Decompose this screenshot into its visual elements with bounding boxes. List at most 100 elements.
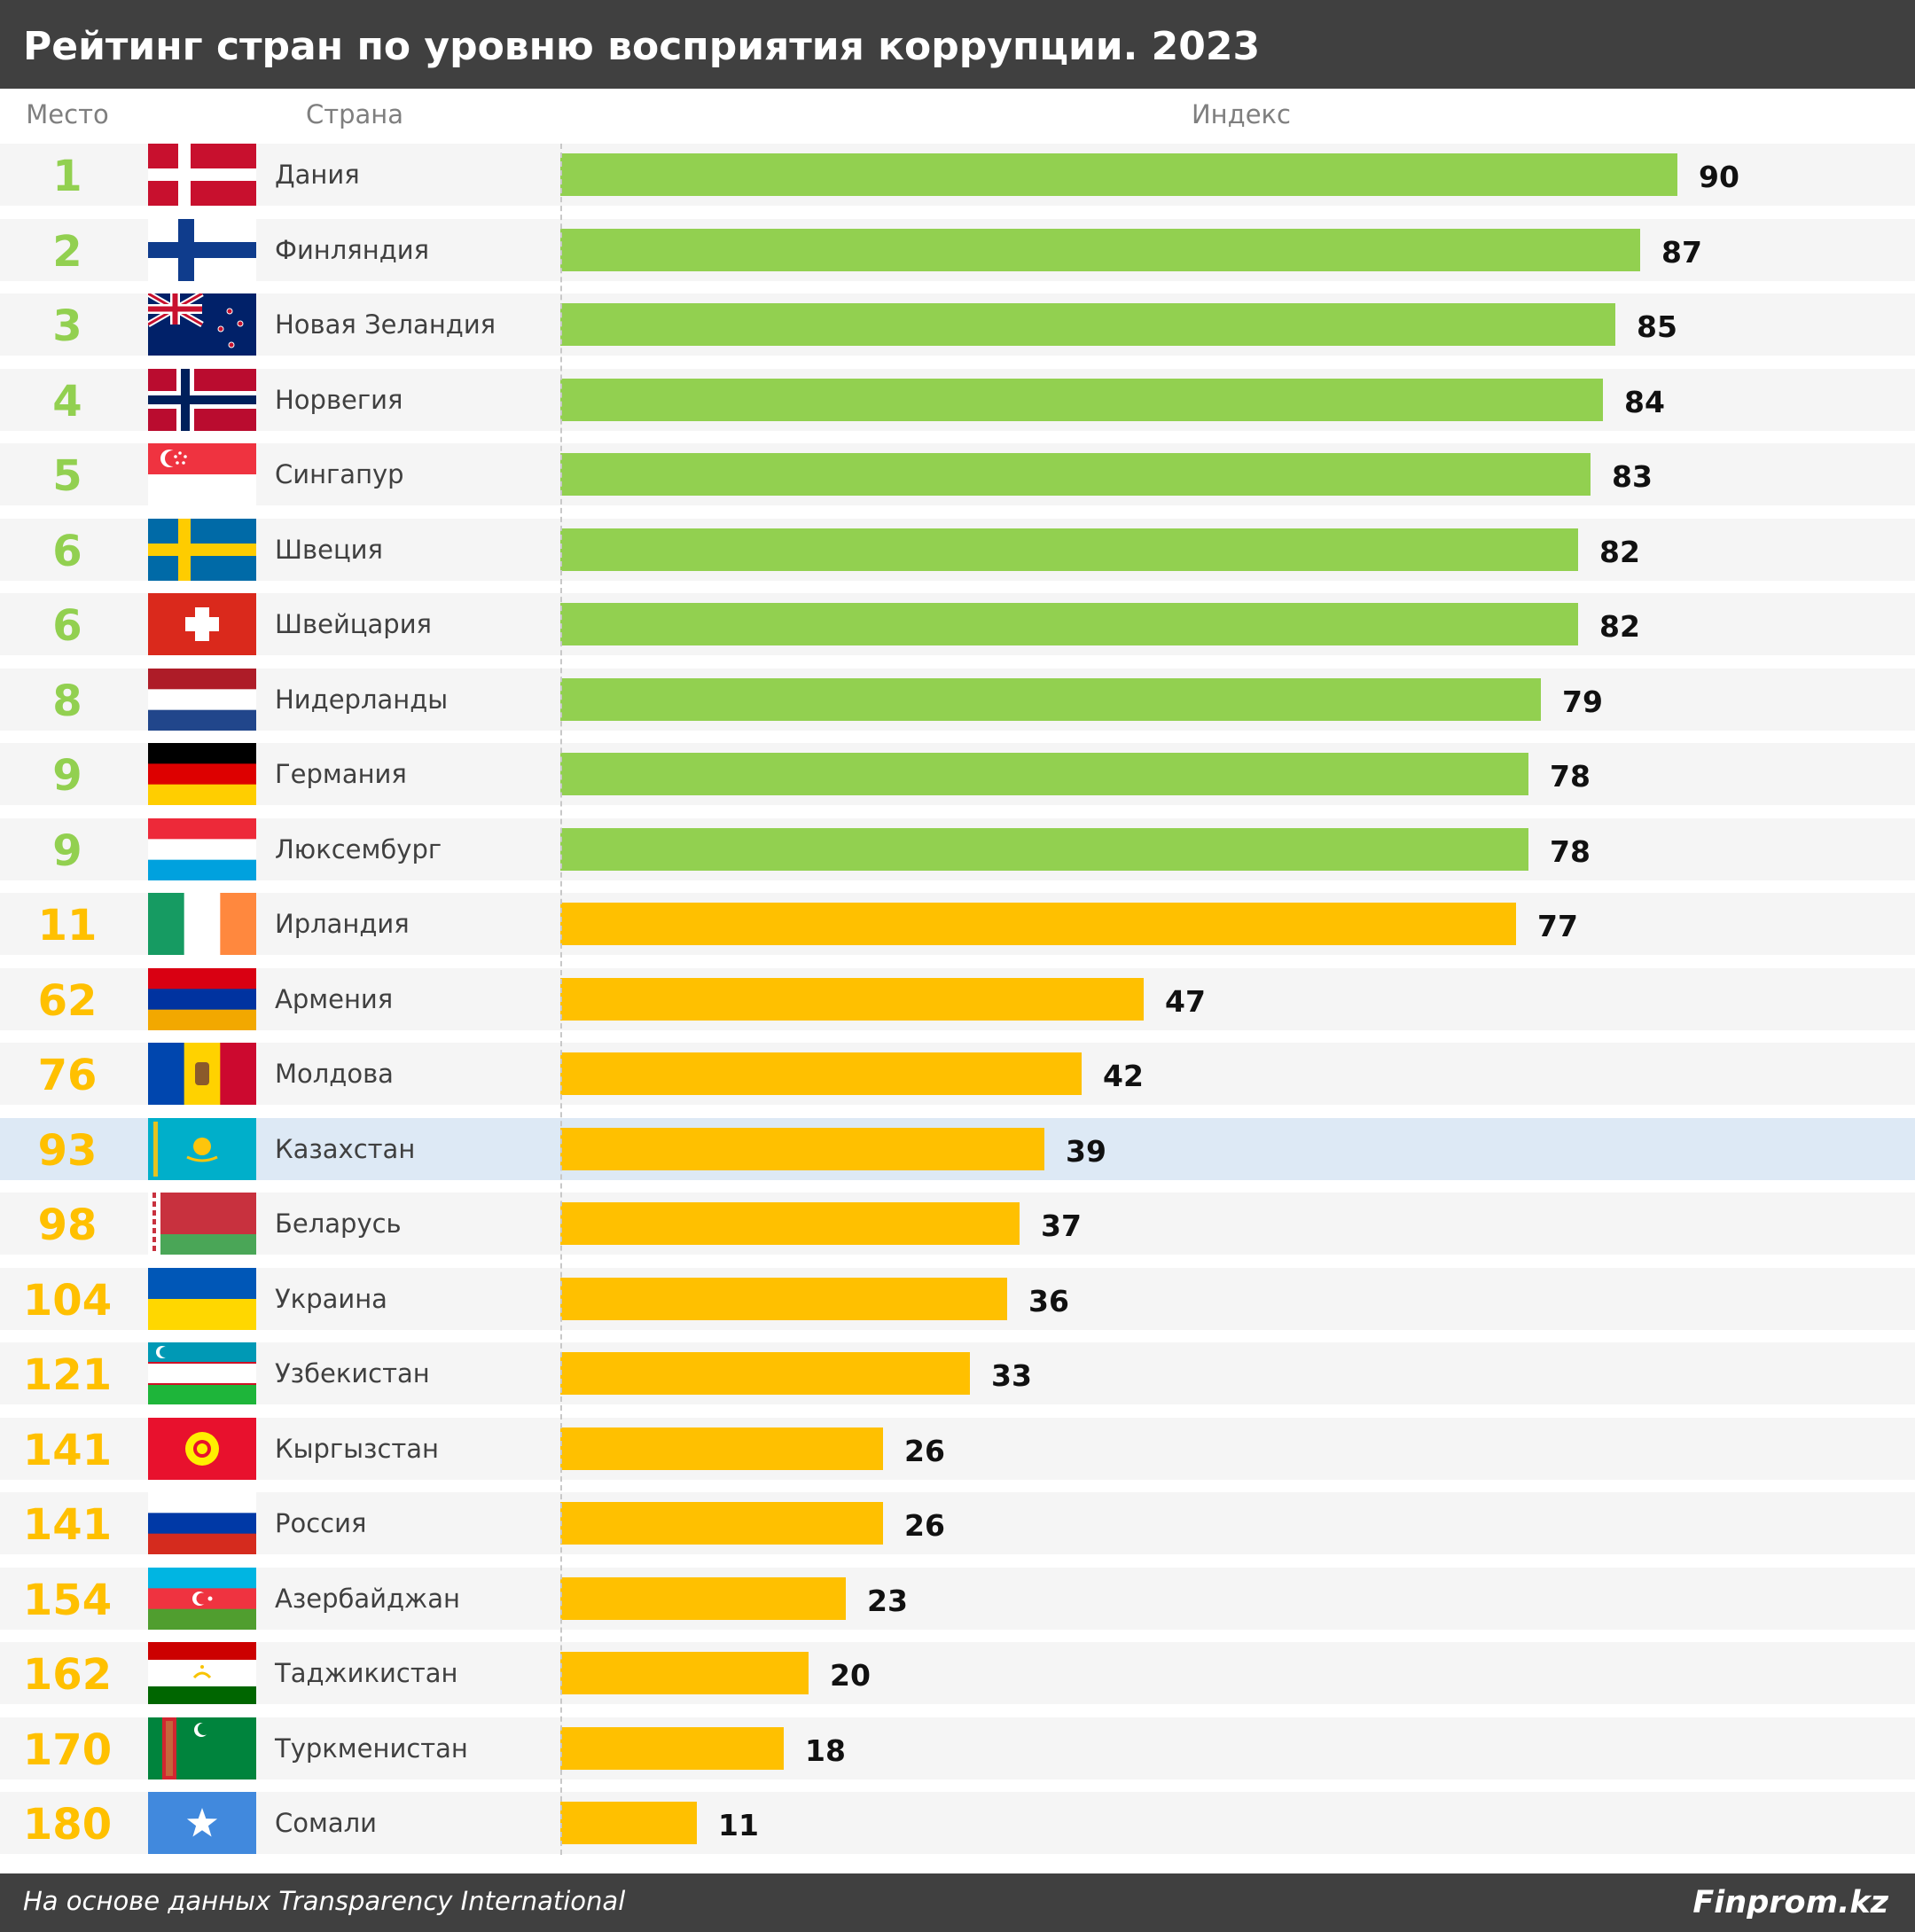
- table-row: 162 Таджикистан 20: [0, 1642, 1915, 1704]
- belarus-flag-icon: [148, 1193, 256, 1255]
- rank-label: 4: [0, 369, 135, 431]
- country-name: Германия: [275, 743, 407, 805]
- country-name: Новая Зеландия: [275, 293, 496, 356]
- rank-label: 170: [0, 1717, 135, 1779]
- somalia-flag-icon: [148, 1792, 256, 1854]
- chart-footer: На основе данных Transparency Internatio…: [0, 1873, 1915, 1932]
- table-row: 6 Швейцария 82: [0, 593, 1915, 655]
- value-label: 39: [1066, 1118, 1106, 1180]
- country-name: Казахстан: [275, 1118, 415, 1180]
- germany-flag-icon: [148, 743, 256, 805]
- table-row: 154 Азербайджан 23: [0, 1568, 1915, 1630]
- table-row: 76 Молдова 42: [0, 1043, 1915, 1105]
- country-name: Туркменистан: [275, 1717, 468, 1779]
- value-label: 85: [1637, 293, 1677, 356]
- value-label: 79: [1562, 669, 1603, 731]
- ukraine-flag-icon: [148, 1268, 256, 1330]
- rank-label: 8: [0, 669, 135, 731]
- sweden-flag-icon: [148, 519, 256, 581]
- brand-logo: Finprom.kz: [1692, 1873, 1888, 1932]
- bar: [560, 1502, 883, 1545]
- table-row: 2 Финляндия 87: [0, 219, 1915, 281]
- value-label: 87: [1661, 219, 1702, 281]
- uzbekistan-flag-icon: [148, 1342, 256, 1404]
- table-row: 170 Туркменистан 18: [0, 1717, 1915, 1779]
- value-label: 26: [904, 1418, 945, 1480]
- country-name: Финляндия: [275, 219, 429, 281]
- rank-label: 141: [0, 1492, 135, 1554]
- bar: [560, 1427, 883, 1470]
- bar: [560, 828, 1528, 871]
- bar: [560, 1278, 1007, 1320]
- country-name: Ирландия: [275, 893, 410, 955]
- rank-label: 162: [0, 1642, 135, 1704]
- country-name: Швейцария: [275, 593, 432, 655]
- value-label: 20: [830, 1642, 871, 1704]
- bar: [560, 379, 1603, 421]
- value-label: 78: [1550, 818, 1591, 880]
- rank-label: 1: [0, 144, 135, 206]
- denmark-flag-icon: [148, 144, 256, 206]
- country-name: Молдова: [275, 1043, 394, 1105]
- value-label: 78: [1550, 743, 1591, 805]
- bar: [560, 903, 1516, 945]
- bar: [560, 603, 1578, 645]
- bar: [560, 1352, 970, 1395]
- country-name: Сомали: [275, 1792, 377, 1854]
- value-label: 42: [1103, 1043, 1144, 1105]
- bar: [560, 1577, 846, 1620]
- rank-label: 6: [0, 519, 135, 581]
- value-label: 84: [1624, 369, 1665, 431]
- value-label: 23: [867, 1568, 908, 1630]
- turkmenistan-flag-icon: [148, 1717, 256, 1779]
- value-label: 83: [1612, 443, 1653, 505]
- ireland-flag-icon: [148, 893, 256, 955]
- country-name: Норвегия: [275, 369, 403, 431]
- value-label: 47: [1165, 968, 1206, 1030]
- table-row: 9 Германия 78: [0, 743, 1915, 805]
- bar: [560, 153, 1677, 196]
- country-name: Дания: [275, 144, 360, 206]
- rank-label: 6: [0, 593, 135, 655]
- bar: [560, 978, 1144, 1021]
- rank-label: 62: [0, 968, 135, 1030]
- rank-label: 9: [0, 818, 135, 880]
- table-row: 4 Норвегия 84: [0, 369, 1915, 431]
- kazakhstan-flag-icon: [148, 1118, 256, 1180]
- country-name: Узбекистан: [275, 1342, 430, 1404]
- bar: [560, 1652, 809, 1694]
- value-label: 36: [1028, 1268, 1069, 1330]
- value-label: 90: [1699, 144, 1739, 206]
- rank-label: 93: [0, 1118, 135, 1180]
- moldova-flag-icon: [148, 1043, 256, 1105]
- rank-label: 154: [0, 1568, 135, 1630]
- country-name: Кыргызстан: [275, 1418, 439, 1480]
- country-name: Таджикистан: [275, 1642, 457, 1704]
- table-row: 62 Армения 47: [0, 968, 1915, 1030]
- bar: [560, 528, 1578, 571]
- new-zealand-flag-icon: [148, 293, 256, 356]
- rank-label: 180: [0, 1792, 135, 1854]
- bar: [560, 453, 1591, 496]
- table-row: 1 Дания 90: [0, 144, 1915, 206]
- rank-label: 121: [0, 1342, 135, 1404]
- value-label: 77: [1537, 893, 1578, 955]
- value-label: 33: [991, 1342, 1032, 1404]
- norway-flag-icon: [148, 369, 256, 431]
- table-row: 93 Казахстан 39: [0, 1118, 1915, 1180]
- bar: [560, 678, 1541, 721]
- bar: [560, 1128, 1044, 1170]
- table-row: 141 Кыргызстан 26: [0, 1418, 1915, 1480]
- table-row: 11 Ирландия 77: [0, 893, 1915, 955]
- table-row: 3 Новая Зеландия 85: [0, 293, 1915, 356]
- rank-label: 98: [0, 1193, 135, 1255]
- rank-label: 3: [0, 293, 135, 356]
- table-row: 104 Украина 36: [0, 1268, 1915, 1330]
- country-name: Сингапур: [275, 443, 404, 505]
- table-row: 6 Швеция 82: [0, 519, 1915, 581]
- table-row: 5 Сингапур 83: [0, 443, 1915, 505]
- rank-label: 104: [0, 1268, 135, 1330]
- switzerland-flag-icon: [148, 593, 256, 655]
- bar: [560, 1727, 784, 1770]
